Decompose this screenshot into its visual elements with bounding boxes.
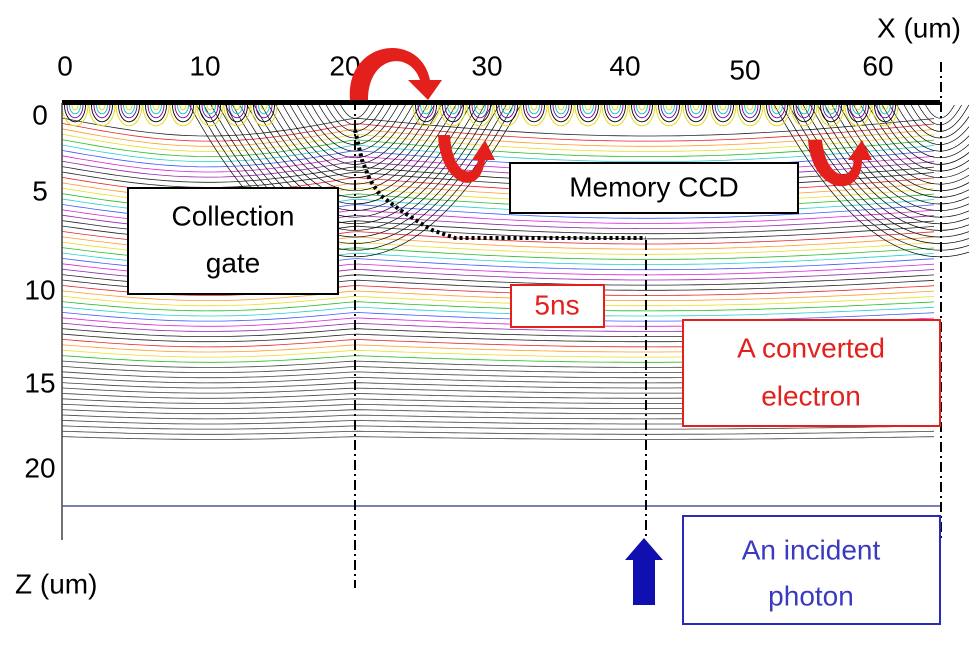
- contour-line: [72, 105, 78, 110]
- x-tick-label: 60: [862, 50, 893, 81]
- contour-line: [143, 105, 169, 126]
- annotation-text: A converted: [737, 332, 885, 363]
- contour-line: [62, 134, 934, 151]
- contour-line: [62, 105, 88, 126]
- contour-line: [666, 105, 672, 110]
- page: {"x_axis": {"label": "X (um)", "ticks": …: [0, 0, 969, 646]
- contour-line: [170, 105, 196, 126]
- contour-line: [62, 167, 934, 183]
- contour-line: [62, 437, 934, 440]
- z-tick-label: 10: [24, 274, 55, 305]
- x-tick-label: 50: [729, 54, 760, 85]
- arrow: [350, 48, 442, 100]
- contour-line: [764, 105, 790, 126]
- contour-line: [845, 105, 871, 126]
- z-axis-label: Z (um): [15, 568, 97, 599]
- contour-line: [612, 105, 618, 110]
- contour-line: [720, 105, 726, 110]
- contour-line: [62, 156, 934, 172]
- contour-line: [629, 105, 655, 126]
- z-tick-label: 5: [32, 175, 48, 206]
- contour-line: [602, 105, 628, 126]
- contour-line: [234, 105, 240, 110]
- arrow: [438, 135, 495, 183]
- x-tick-label: 10: [189, 50, 220, 81]
- photon-arrow: [625, 538, 663, 605]
- contour-line: [639, 105, 645, 110]
- contour-line: [62, 172, 934, 187]
- contour-line: [62, 431, 934, 434]
- contour-line: [62, 161, 934, 177]
- z-tick-label: 20: [24, 452, 55, 483]
- contour-line: [774, 105, 969, 257]
- contour-line: [116, 105, 142, 126]
- contour-line: [710, 105, 736, 126]
- annotation-text: photon: [768, 580, 854, 611]
- contour-line: [801, 105, 807, 110]
- contour-line: [521, 105, 547, 126]
- surface: [62, 100, 940, 105]
- x-tick-label: 30: [471, 50, 502, 81]
- z-tick-label: 15: [24, 367, 55, 398]
- contour-line: [153, 105, 159, 110]
- contour-line: [494, 105, 520, 126]
- contour-line: [855, 105, 861, 110]
- annotation-text: Collection: [172, 200, 295, 231]
- annotation-text: Memory CCD: [569, 171, 739, 202]
- contour-line: [197, 105, 223, 126]
- contour-line: [575, 105, 601, 126]
- contour-line: [180, 105, 186, 110]
- annotation-text: gate: [206, 247, 261, 278]
- contour-line: [477, 105, 483, 110]
- contour-line: [737, 105, 763, 126]
- contour-line: [656, 105, 682, 126]
- contour-line: [89, 105, 115, 126]
- x-tick-label: 40: [609, 50, 640, 81]
- contour-line: [868, 105, 969, 171]
- z-tick-labels: 0 5 10 15 20: [24, 99, 55, 483]
- contour-line: [683, 105, 709, 126]
- annotation-text: 5ns: [534, 289, 579, 320]
- contour-line: [585, 105, 591, 110]
- contour-line: [548, 105, 574, 126]
- x-tick-label: 0: [57, 50, 73, 81]
- contour-line: [558, 105, 564, 110]
- annotation-text: An incident: [742, 534, 881, 565]
- contour-line: [825, 105, 969, 211]
- contour-line: [875, 105, 969, 164]
- contour-line: [747, 105, 753, 110]
- x-axis-label: X (um): [877, 12, 961, 43]
- contour-line: [126, 105, 132, 110]
- annotation-text: electron: [761, 380, 861, 411]
- contour-line: [693, 105, 699, 110]
- contour-line: [99, 105, 105, 110]
- z-tick-label: 0: [32, 99, 48, 130]
- contour-line: [531, 105, 537, 110]
- figure: X (um) Z (um) 0102030405060 05101520 Col…: [0, 0, 969, 646]
